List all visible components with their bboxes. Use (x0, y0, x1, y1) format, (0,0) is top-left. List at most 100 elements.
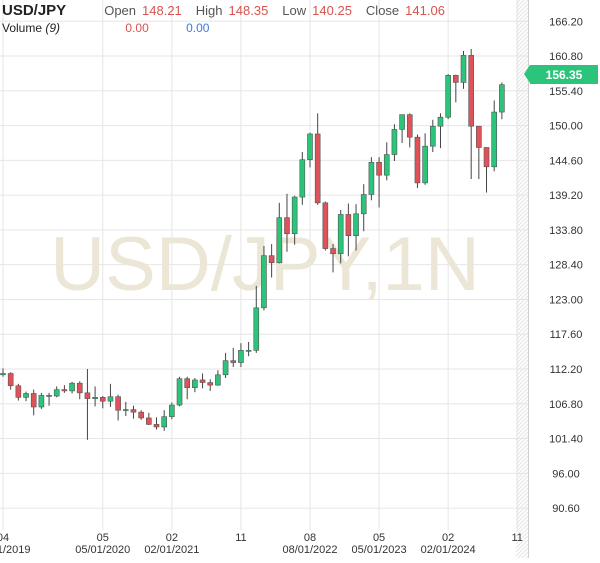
x-tick-label: 05 (97, 532, 109, 544)
candle-body (483, 147, 490, 168)
candle-body (230, 360, 237, 363)
hatch-line (515, 195, 529, 209)
candle-body (46, 395, 52, 397)
hatch-line (515, 483, 529, 497)
candle-body (115, 396, 121, 411)
hatch-line (515, 115, 529, 129)
hatch-line (515, 55, 529, 69)
x-axis: 0404/01/20190505/01/20200202/01/20211108… (0, 532, 523, 556)
hatch-line (515, 179, 529, 193)
candle-body (123, 409, 129, 411)
ohlc-header: USD/JPY Open 148.21 High 148.35 Low 140.… (0, 1, 445, 19)
open-label: Open (104, 2, 137, 18)
candle-body (368, 161, 375, 195)
hatch-line (515, 227, 529, 241)
hatch-line (515, 83, 529, 97)
hatch-line (515, 427, 529, 441)
hatch-line (515, 0, 529, 13)
symbol-title: USD/JPY (2, 1, 67, 19)
hatch-line (515, 487, 529, 501)
candle-body (491, 111, 498, 168)
hatch-line (515, 235, 529, 249)
volume-indicator-row[interactable]: Volume (9) 0.00 0.00 (2, 21, 209, 35)
hatch-line (515, 475, 529, 489)
hatch-line (515, 319, 529, 333)
hatch-line (515, 303, 529, 317)
hatch-line (515, 211, 529, 225)
candles (0, 48, 505, 440)
hatch-line (515, 207, 529, 221)
candle-body (199, 379, 206, 383)
candle-body (330, 248, 336, 255)
hatch-line (515, 231, 529, 245)
hatch-line (515, 455, 529, 469)
hatch-line (515, 343, 529, 357)
candle-body (261, 255, 267, 309)
x-tick-label: 08 (304, 532, 316, 544)
hatch-line (515, 411, 529, 425)
hatch-line (515, 219, 529, 233)
y-tick-label: 133.80 (549, 225, 583, 237)
close-value: 141.06 (405, 2, 445, 18)
candle-body (383, 154, 390, 176)
hatch-line (515, 43, 529, 57)
hatch-line (515, 23, 529, 37)
volume-param: (9) (45, 21, 61, 35)
y-tick-label: 117.60 (550, 329, 583, 341)
hatch-line (515, 147, 529, 161)
candle-body (61, 389, 68, 392)
hatch-line (515, 143, 529, 157)
hatch-line (515, 91, 529, 105)
candle-body (353, 213, 359, 236)
hatch-line (515, 391, 529, 405)
candle-body (169, 404, 175, 417)
hatch-line (515, 191, 529, 205)
x-tick-label: 11 (235, 532, 246, 544)
hatch-line (515, 311, 529, 325)
hatch-line (515, 255, 529, 269)
x-date-label: 08/01/2022 (282, 544, 337, 556)
hatch-line (515, 327, 529, 341)
y-tick-label: 139.20 (549, 190, 583, 202)
hatch-line (515, 239, 529, 253)
hatch-line (515, 15, 529, 29)
hatch-line (515, 355, 529, 369)
candle-body (291, 196, 298, 235)
hatch-line (515, 443, 529, 457)
hatch-line (515, 95, 529, 109)
hatch-line (515, 119, 529, 133)
candle-body (38, 395, 45, 408)
candle-body (138, 411, 144, 419)
hatch-line (515, 503, 529, 517)
candle-body (399, 114, 405, 130)
candle-body (76, 382, 83, 394)
hatch-line (515, 359, 529, 373)
candle-body (238, 350, 244, 363)
hatch-line (515, 107, 529, 121)
hatch-line (515, 31, 529, 45)
candle-body (222, 360, 229, 376)
candle-body (0, 373, 6, 376)
candle-body (15, 385, 22, 398)
hatch-line (515, 275, 529, 289)
hatch-line (515, 371, 529, 385)
hatch-line (515, 407, 529, 421)
candle-body (453, 75, 459, 83)
low-label: Low (282, 2, 307, 18)
hatch-line (515, 419, 529, 433)
candle-body (391, 129, 398, 155)
hatch-line (515, 11, 529, 25)
last-price-tag: 156.35 (524, 65, 598, 84)
candle-body (92, 397, 98, 399)
hatch-line (515, 27, 529, 41)
candle-body (414, 136, 421, 184)
candle-body (406, 114, 413, 138)
hatch-line (515, 511, 529, 525)
candle-body (476, 125, 482, 148)
hatch-line (515, 347, 529, 361)
candle-body (161, 416, 167, 428)
candle-body (30, 393, 37, 408)
hatch-line (515, 439, 529, 453)
hatch-line (515, 251, 529, 265)
